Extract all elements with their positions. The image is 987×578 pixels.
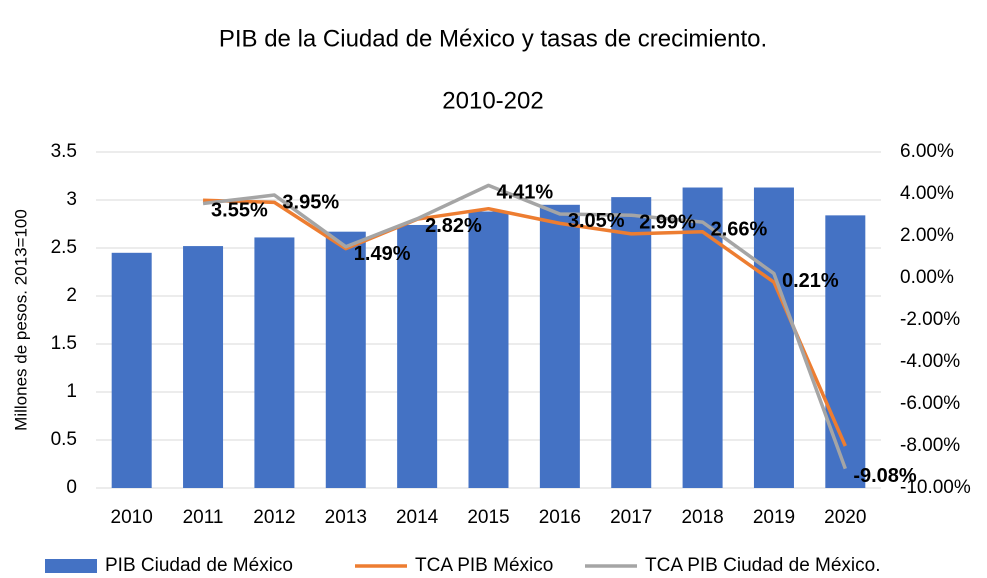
chart-subtitle: 2010-202: [442, 87, 543, 114]
data-label: 4.41%: [497, 182, 554, 204]
bar: [325, 231, 366, 488]
bar: [111, 252, 152, 488]
data-label: 1.49%: [354, 243, 411, 265]
data-label: 3.95%: [282, 191, 339, 213]
y2-tick-label: -10.00%: [900, 477, 971, 498]
bar: [183, 246, 224, 488]
bar: [468, 211, 509, 488]
y2-tick-label: 2.00%: [900, 225, 954, 246]
bar: [539, 204, 580, 489]
bar: [682, 187, 723, 488]
y-tick-label: 1: [66, 381, 77, 402]
legend-label: TCA PIB Ciudad de México.: [645, 555, 881, 576]
y2-tick-label: -8.00%: [900, 435, 960, 456]
legend-label: PIB Ciudad de México: [105, 555, 293, 576]
x-tick-label: 2020: [824, 507, 866, 528]
x-tick-label: 2010: [111, 507, 153, 528]
data-label: 2.99%: [639, 211, 696, 233]
y-tick-label: 3.5: [51, 141, 77, 162]
bar: [753, 187, 794, 488]
y-tick-label: 0: [66, 477, 77, 498]
x-tick-label: 2017: [610, 507, 652, 528]
bar: [611, 197, 652, 488]
y-axis-label: Millones de pesos. 2013=100: [11, 209, 30, 431]
line: [202, 183, 847, 470]
x-tick-label: 2016: [539, 507, 581, 528]
y-tick-label: 2: [66, 285, 77, 306]
legend-label: TCA PIB México: [415, 555, 553, 576]
y2-tick-label: -6.00%: [900, 393, 960, 414]
y2-tick-label: 6.00%: [900, 141, 954, 162]
x-tick-label: 2014: [396, 507, 439, 528]
bar: [254, 237, 295, 488]
chart-title: PIB de la Ciudad de México y tasas de cr…: [219, 25, 767, 52]
bar: [825, 215, 866, 489]
data-label: 2.66%: [711, 218, 768, 240]
x-tick-label: 2019: [753, 507, 795, 528]
data-label: 2.82%: [425, 215, 482, 237]
y-tick-label: 3: [66, 189, 77, 210]
x-tick-label: 2011: [183, 507, 224, 528]
y2-tick-label: -4.00%: [900, 351, 960, 372]
y2-tick-label: 0.00%: [900, 267, 954, 288]
y-tick-label: 1.5: [51, 333, 77, 354]
y2-tick-label: -2.00%: [900, 309, 960, 330]
x-tick-label: 2018: [681, 507, 723, 528]
data-label: 3.55%: [211, 200, 268, 222]
y-tick-label: 0.5: [51, 429, 77, 450]
bar: [397, 224, 438, 488]
y2-tick-label: 4.00%: [900, 183, 954, 204]
legend-swatch: [45, 559, 97, 573]
data-label: 3.05%: [568, 210, 625, 232]
data-label: 0.21%: [782, 270, 839, 292]
y-tick-label: 2.5: [51, 237, 77, 258]
data-label: -9.08%: [853, 465, 917, 487]
x-tick-label: 2012: [253, 507, 295, 528]
line: [202, 198, 847, 447]
x-tick-label: 2013: [325, 507, 367, 528]
x-tick-label: 2015: [467, 507, 509, 528]
